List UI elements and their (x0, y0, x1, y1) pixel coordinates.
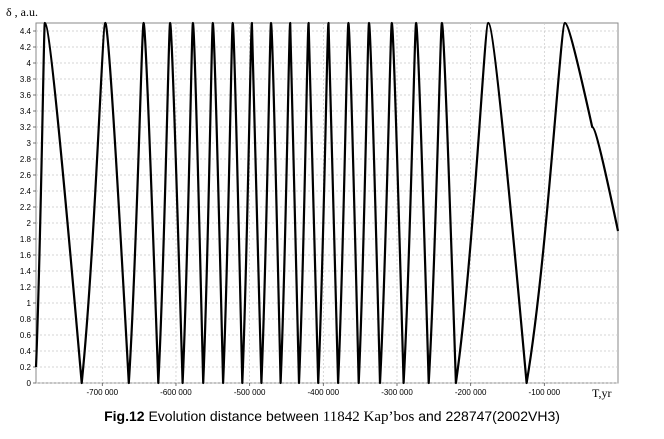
caption-text-a: Evolution distance between (144, 408, 323, 424)
figure-label: Fig.12 (104, 408, 145, 424)
y-tick-label: 1.2 (20, 283, 32, 292)
y-tick-label: 2.6 (20, 171, 32, 180)
y-tick-label: 3 (27, 139, 32, 148)
y-tick-label: 2 (27, 219, 32, 228)
x-tick-label: -300 000 (381, 388, 413, 397)
y-tick-label: 1.6 (20, 251, 32, 260)
y-tick-label: 0 (27, 379, 32, 388)
caption-text-b: and 228747(2002VH3) (414, 408, 560, 424)
y-tick-label: 4 (27, 59, 32, 68)
figure-caption: Fig.12 Evolution distance between 11842 … (0, 408, 664, 426)
y-tick-label: 4.2 (20, 43, 32, 52)
caption-object-a: 11842 Kap’bos (322, 409, 415, 425)
grid (36, 23, 618, 384)
x-tick-label: -100 000 (529, 388, 561, 397)
y-tick-label: 4.4 (20, 27, 32, 36)
y-tick-label: 3.8 (20, 75, 32, 84)
y-tick-label: 3.4 (20, 107, 32, 116)
x-tick-label: -500 000 (234, 388, 266, 397)
y-axis-label: δ , a.u. (6, 5, 38, 19)
x-axis-label: T,yr (592, 386, 611, 400)
chart: 0 0.2 0.4 0.6 0.8 1 1.2 1.4 1.6 1.8 2 2.2 2.4 2.6 2.8 3… (6, 5, 620, 400)
y-tick-label: 0.2 (20, 363, 32, 372)
series-group (34, 21, 620, 385)
y-tick-label: 2.8 (20, 155, 32, 164)
y-axis-ticks: 0 0.2 0.4 0.6 0.8 1 1.2 1.4 1.6 1.8 2 2.2 2.4 2.6 2.8 3… (20, 27, 36, 388)
y-tick-label: 3.2 (20, 123, 32, 132)
y-tick-label: 0.4 (20, 347, 32, 356)
y-tick-label: 0.6 (20, 331, 32, 340)
y-tick-label: 2.2 (20, 203, 32, 212)
y-tick-label: 0.8 (20, 315, 32, 324)
y-tick-label: 3.6 (20, 91, 32, 100)
y-tick-label: 1 (27, 299, 32, 308)
x-tick-label: -600 000 (160, 388, 192, 397)
x-tick-label: -700 000 (87, 388, 119, 397)
x-axis-ticks: -700 000 -600 000 -500 000 -400 000 -300 000… (87, 383, 561, 397)
y-tick-label: 1.8 (20, 235, 32, 244)
series-line (34, 21, 620, 385)
x-tick-label: -400 000 (308, 388, 340, 397)
y-tick-label: 1.4 (20, 267, 32, 276)
y-tick-label: 2.4 (20, 187, 32, 196)
x-tick-label: -200 000 (455, 388, 487, 397)
